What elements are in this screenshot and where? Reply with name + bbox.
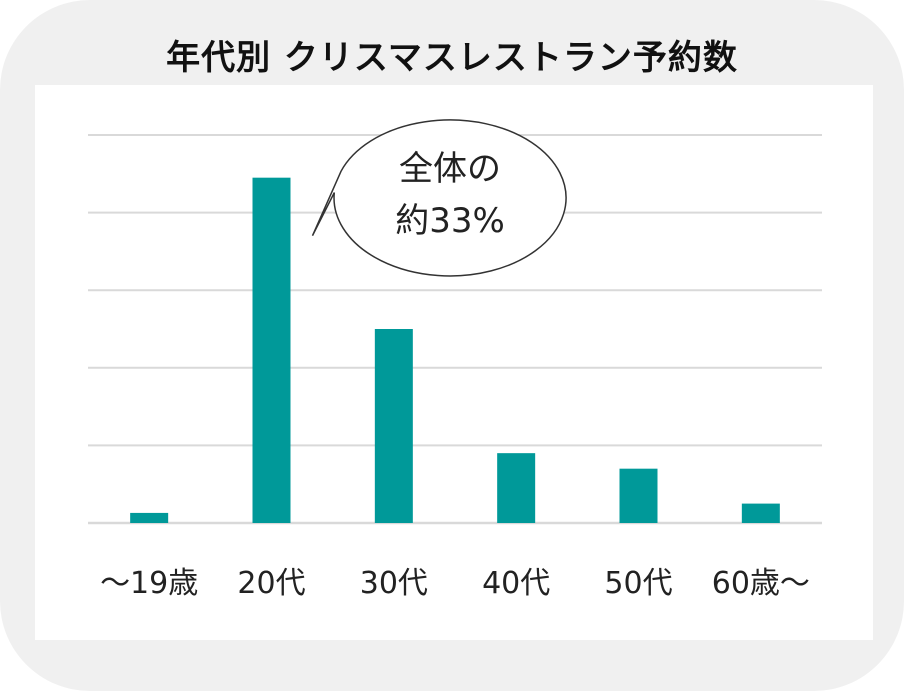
chart-title: 年代別 クリスマスレストラン予約数 — [166, 38, 738, 78]
callout: 全体の 約33% — [311, 119, 567, 277]
x-tick-label: 60歳～ — [712, 566, 810, 601]
callout-line-2: 約33% — [395, 201, 505, 241]
bar — [741, 503, 780, 523]
x-tick-label: 30代 — [360, 566, 428, 601]
x-tick-label: 20代 — [237, 566, 305, 601]
x-tick-labels: ～19歳 20代 30代 40代 50代 60歳～ — [100, 566, 810, 601]
bar — [130, 512, 169, 523]
x-tick-label: ～19歳 — [100, 566, 198, 601]
x-tick-label: 50代 — [604, 566, 672, 601]
bar — [252, 177, 291, 523]
bar — [619, 468, 658, 523]
callout-line-1: 全体の — [399, 149, 501, 189]
bar — [374, 329, 413, 523]
x-tick-label: 40代 — [482, 566, 550, 601]
bar — [497, 453, 536, 523]
speech-bubble — [311, 119, 567, 277]
bars — [130, 177, 780, 523]
